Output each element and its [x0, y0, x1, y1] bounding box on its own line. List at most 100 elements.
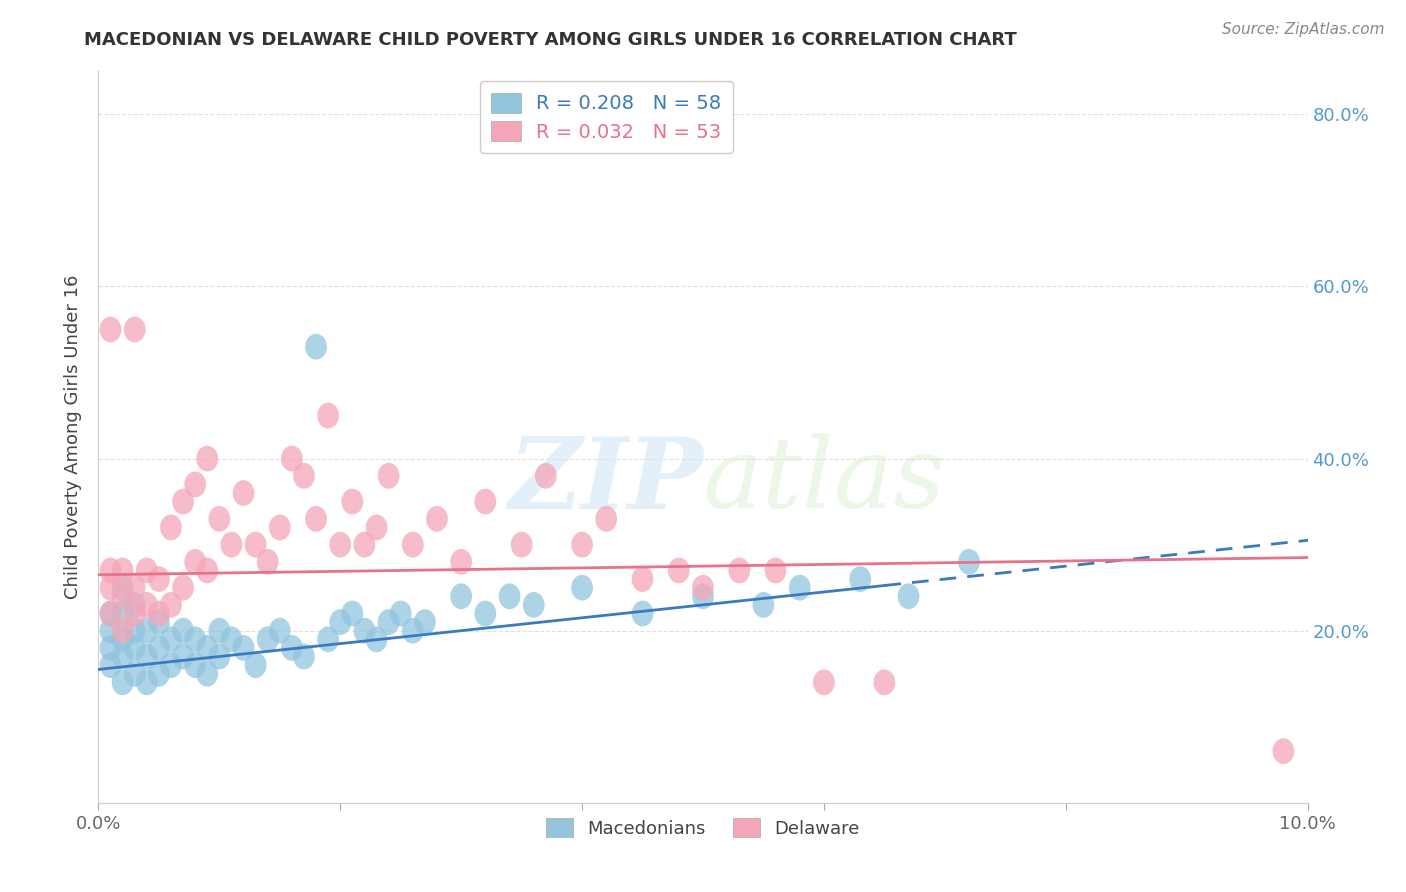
Ellipse shape	[100, 600, 121, 626]
Legend: Macedonians, Delaware: Macedonians, Delaware	[538, 811, 868, 845]
Ellipse shape	[100, 618, 121, 644]
Ellipse shape	[148, 635, 170, 661]
Ellipse shape	[136, 558, 157, 583]
Ellipse shape	[329, 532, 352, 558]
Ellipse shape	[595, 506, 617, 532]
Ellipse shape	[353, 618, 375, 644]
Ellipse shape	[111, 669, 134, 695]
Ellipse shape	[318, 402, 339, 428]
Ellipse shape	[124, 618, 146, 644]
Ellipse shape	[148, 566, 170, 592]
Ellipse shape	[510, 532, 533, 558]
Ellipse shape	[571, 532, 593, 558]
Ellipse shape	[172, 644, 194, 669]
Ellipse shape	[692, 574, 714, 600]
Ellipse shape	[269, 618, 291, 644]
Ellipse shape	[136, 618, 157, 644]
Ellipse shape	[413, 609, 436, 635]
Ellipse shape	[184, 626, 207, 652]
Ellipse shape	[292, 463, 315, 489]
Ellipse shape	[111, 558, 134, 583]
Ellipse shape	[389, 600, 412, 626]
Ellipse shape	[111, 644, 134, 669]
Ellipse shape	[111, 600, 134, 626]
Ellipse shape	[111, 626, 134, 652]
Ellipse shape	[366, 515, 388, 541]
Ellipse shape	[148, 661, 170, 687]
Y-axis label: Child Poverty Among Girls Under 16: Child Poverty Among Girls Under 16	[65, 275, 83, 599]
Ellipse shape	[499, 583, 520, 609]
Ellipse shape	[197, 635, 218, 661]
Ellipse shape	[208, 506, 231, 532]
Ellipse shape	[474, 600, 496, 626]
Ellipse shape	[148, 600, 170, 626]
Ellipse shape	[378, 609, 399, 635]
Ellipse shape	[124, 600, 146, 626]
Ellipse shape	[160, 515, 181, 541]
Ellipse shape	[534, 463, 557, 489]
Ellipse shape	[197, 661, 218, 687]
Ellipse shape	[100, 652, 121, 678]
Ellipse shape	[342, 489, 363, 515]
Ellipse shape	[571, 574, 593, 600]
Ellipse shape	[257, 626, 278, 652]
Ellipse shape	[728, 558, 751, 583]
Ellipse shape	[221, 532, 242, 558]
Ellipse shape	[849, 566, 872, 592]
Ellipse shape	[184, 472, 207, 498]
Ellipse shape	[269, 515, 291, 541]
Ellipse shape	[281, 446, 302, 472]
Ellipse shape	[100, 600, 121, 626]
Ellipse shape	[100, 574, 121, 600]
Ellipse shape	[124, 574, 146, 600]
Ellipse shape	[197, 558, 218, 583]
Ellipse shape	[111, 618, 134, 644]
Ellipse shape	[184, 549, 207, 574]
Ellipse shape	[1272, 739, 1295, 764]
Ellipse shape	[100, 317, 121, 343]
Ellipse shape	[172, 618, 194, 644]
Ellipse shape	[366, 626, 388, 652]
Ellipse shape	[208, 618, 231, 644]
Ellipse shape	[402, 532, 423, 558]
Ellipse shape	[136, 644, 157, 669]
Ellipse shape	[257, 549, 278, 574]
Ellipse shape	[172, 574, 194, 600]
Ellipse shape	[523, 592, 544, 618]
Ellipse shape	[450, 549, 472, 574]
Ellipse shape	[668, 558, 690, 583]
Text: Source: ZipAtlas.com: Source: ZipAtlas.com	[1222, 22, 1385, 37]
Text: atlas: atlas	[703, 434, 946, 529]
Ellipse shape	[111, 574, 134, 600]
Ellipse shape	[184, 652, 207, 678]
Ellipse shape	[329, 609, 352, 635]
Ellipse shape	[208, 644, 231, 669]
Ellipse shape	[100, 558, 121, 583]
Ellipse shape	[426, 506, 449, 532]
Ellipse shape	[124, 635, 146, 661]
Ellipse shape	[232, 480, 254, 506]
Ellipse shape	[245, 532, 267, 558]
Ellipse shape	[245, 652, 267, 678]
Ellipse shape	[197, 446, 218, 472]
Ellipse shape	[136, 669, 157, 695]
Ellipse shape	[353, 532, 375, 558]
Ellipse shape	[281, 635, 302, 661]
Ellipse shape	[160, 652, 181, 678]
Ellipse shape	[124, 592, 146, 618]
Ellipse shape	[136, 592, 157, 618]
Ellipse shape	[450, 583, 472, 609]
Ellipse shape	[631, 600, 654, 626]
Ellipse shape	[148, 609, 170, 635]
Ellipse shape	[100, 635, 121, 661]
Text: ZIP: ZIP	[508, 433, 703, 529]
Ellipse shape	[897, 583, 920, 609]
Text: MACEDONIAN VS DELAWARE CHILD POVERTY AMONG GIRLS UNDER 16 CORRELATION CHART: MACEDONIAN VS DELAWARE CHILD POVERTY AMO…	[84, 31, 1017, 49]
Ellipse shape	[305, 506, 328, 532]
Ellipse shape	[124, 661, 146, 687]
Ellipse shape	[474, 489, 496, 515]
Ellipse shape	[631, 566, 654, 592]
Ellipse shape	[752, 592, 775, 618]
Ellipse shape	[692, 583, 714, 609]
Ellipse shape	[378, 463, 399, 489]
